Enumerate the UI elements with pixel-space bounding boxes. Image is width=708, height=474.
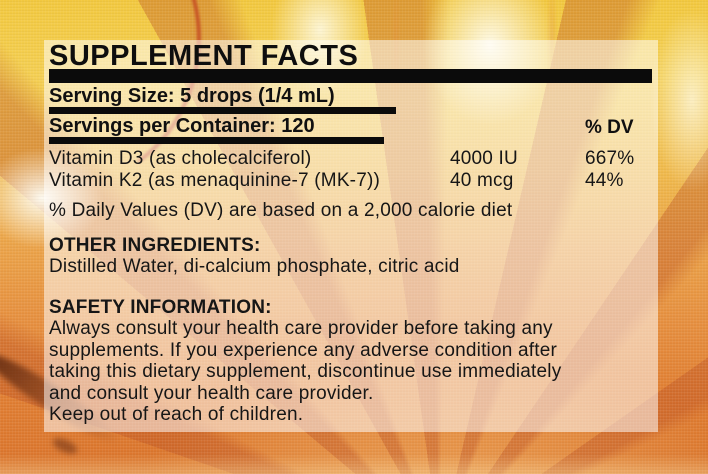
nutrient-dv-vitamin-d3: 667%	[585, 148, 635, 169]
servings-underline	[49, 137, 384, 144]
nutrient-dv-vitamin-k2: 44%	[585, 170, 624, 191]
servings-per-container-line: Servings per Container: 120	[49, 115, 315, 137]
other-ingredients-text: Distilled Water, di-calcium phosphate, c…	[49, 256, 460, 277]
safety-information-heading: SAFETY INFORMATION:	[49, 297, 272, 318]
safety-line-4: and consult your health care provider.	[49, 382, 374, 404]
safety-line-3: taking this dietary supplement, disconti…	[49, 361, 562, 382]
safety-line-1: Always consult your health care provider…	[49, 318, 553, 339]
safety-information-text: Always consult your health care provider…	[49, 318, 561, 426]
panel-title: SUPPLEMENT FACTS	[49, 40, 359, 72]
nutrient-amount-vitamin-d3: 4000 IU	[450, 148, 518, 169]
title-divider-bar	[49, 69, 652, 83]
serving-size-underline	[49, 107, 396, 114]
percent-dv-column-header: % DV	[585, 117, 634, 138]
supplement-facts-panel: SUPPLEMENT FACTS Serving Size: 5 drops (…	[44, 40, 658, 432]
daily-value-note: % Daily Values (DV) are based on a 2,000…	[49, 200, 513, 221]
serving-size-line: Serving Size: 5 drops (1/4 mL)	[49, 85, 335, 107]
nutrient-name-vitamin-d3: Vitamin D3 (as cholecalciferol)	[49, 148, 312, 169]
nutrient-name-vitamin-k2: Vitamin K2 (as menaquinine-7 (MK-7))	[49, 170, 381, 191]
safety-line-2: supplements. If you experience any adver…	[49, 339, 558, 361]
nutrient-amount-vitamin-k2: 40 mcg	[450, 170, 514, 191]
keep-out-of-reach-line: Keep out of reach of children.	[49, 404, 304, 425]
other-ingredients-heading: OTHER INGREDIENTS:	[49, 235, 261, 256]
